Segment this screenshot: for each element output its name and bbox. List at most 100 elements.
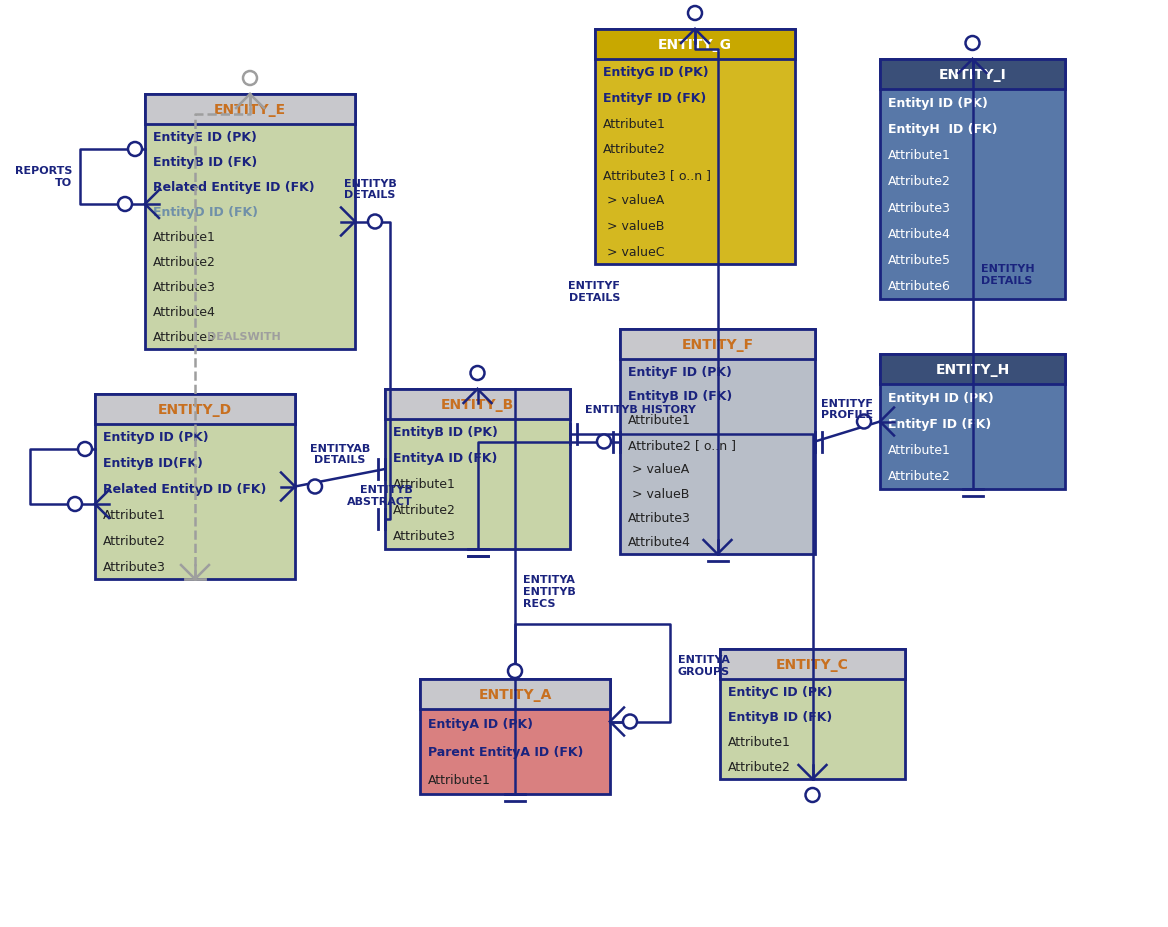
FancyBboxPatch shape <box>880 60 1065 90</box>
FancyBboxPatch shape <box>145 95 355 125</box>
Circle shape <box>308 480 322 494</box>
Text: Attribute1: Attribute1 <box>392 478 456 491</box>
Text: ENTITY_F: ENTITY_F <box>681 337 753 351</box>
Text: EntityC ID (PK): EntityC ID (PK) <box>728 685 833 698</box>
Text: EntityF ID (FK): EntityF ID (FK) <box>888 417 992 430</box>
Text: Attribute2: Attribute2 <box>888 175 951 188</box>
FancyBboxPatch shape <box>145 95 355 349</box>
Text: ENTITY_I: ENTITY_I <box>939 68 1007 82</box>
FancyBboxPatch shape <box>420 679 610 709</box>
Text: ENTITY_B: ENTITY_B <box>440 398 514 412</box>
Text: EntityB ID (FK): EntityB ID (FK) <box>728 710 833 723</box>
Text: Attribute2: Attribute2 <box>153 256 216 269</box>
Text: > valueB: > valueB <box>628 487 689 500</box>
Circle shape <box>806 788 820 802</box>
Text: Attribute3: Attribute3 <box>888 201 951 214</box>
Text: ENTITY_A: ENTITY_A <box>479 687 551 701</box>
Text: Attribute2: Attribute2 <box>888 470 951 483</box>
Text: Related EntityD ID (FK): Related EntityD ID (FK) <box>103 483 266 496</box>
Text: ENTITYF
PROFILE: ENTITYF PROFILE <box>821 399 872 420</box>
FancyBboxPatch shape <box>385 389 570 420</box>
Text: ENTITYB
ABSTRACT: ENTITYB ABSTRACT <box>347 485 412 506</box>
Text: EntityI ID (PK): EntityI ID (PK) <box>888 96 988 109</box>
Text: Attribute3: Attribute3 <box>153 281 216 294</box>
Circle shape <box>471 366 485 381</box>
Text: Attribute4: Attribute4 <box>888 228 951 241</box>
Text: Attribute1: Attribute1 <box>603 118 666 131</box>
Text: EntityD ID (PK): EntityD ID (PK) <box>103 431 209 444</box>
Text: Attribute2: Attribute2 <box>603 143 666 156</box>
Circle shape <box>623 715 637 729</box>
Circle shape <box>68 498 82 512</box>
FancyBboxPatch shape <box>385 389 570 550</box>
FancyBboxPatch shape <box>420 679 610 794</box>
Text: Attribute2: Attribute2 <box>392 504 456 517</box>
Text: > valueB: > valueB <box>603 220 665 233</box>
Circle shape <box>966 37 980 51</box>
Text: DEALSWITH: DEALSWITH <box>207 332 280 342</box>
Text: ENTITY_D: ENTITY_D <box>158 402 232 416</box>
Circle shape <box>368 215 382 229</box>
Text: EntityE ID (PK): EntityE ID (PK) <box>153 131 257 144</box>
FancyBboxPatch shape <box>880 355 1065 489</box>
Text: ENTITYA
ENTITYB
RECS: ENTITYA ENTITYB RECS <box>523 575 576 608</box>
Circle shape <box>688 7 702 21</box>
Circle shape <box>128 143 142 157</box>
Text: Attribute1: Attribute1 <box>628 414 691 427</box>
Text: Related EntityE ID (FK): Related EntityE ID (FK) <box>153 181 314 194</box>
Text: Attribute1: Attribute1 <box>103 508 166 521</box>
FancyBboxPatch shape <box>620 330 815 360</box>
Text: ENTITYA
GROUPS: ENTITYA GROUPS <box>677 654 730 676</box>
Text: ENTITY_H: ENTITY_H <box>936 362 1009 376</box>
Text: > valueA: > valueA <box>628 463 689 476</box>
Text: Attribute3: Attribute3 <box>103 560 166 573</box>
Text: Attribute2: Attribute2 <box>728 760 791 773</box>
FancyBboxPatch shape <box>719 649 905 679</box>
Text: ENTITYH
DETAILS: ENTITYH DETAILS <box>980 264 1034 286</box>
FancyBboxPatch shape <box>880 60 1065 299</box>
Circle shape <box>508 665 522 679</box>
Circle shape <box>243 72 257 86</box>
Text: Attribute1: Attribute1 <box>888 149 951 162</box>
FancyBboxPatch shape <box>95 395 296 425</box>
Text: Attribute1: Attribute1 <box>728 735 791 748</box>
Circle shape <box>78 442 92 456</box>
Text: > valueC: > valueC <box>603 246 665 259</box>
Circle shape <box>118 197 132 211</box>
Text: Attribute5: Attribute5 <box>888 254 951 267</box>
Text: Attribute3: Attribute3 <box>392 530 456 543</box>
Text: ENTITYB HISTORY: ENTITYB HISTORY <box>585 404 696 414</box>
Text: ENTITY_C: ENTITY_C <box>776 657 849 671</box>
Text: EntityA ID (PK): EntityA ID (PK) <box>427 717 533 730</box>
Text: EntityD ID (FK): EntityD ID (FK) <box>153 206 258 219</box>
Text: REPORTS
TO: REPORTS TO <box>15 166 72 187</box>
Text: > valueA: > valueA <box>603 195 665 208</box>
FancyBboxPatch shape <box>880 355 1065 385</box>
Text: Attribute6: Attribute6 <box>888 280 951 293</box>
Text: ENTITYAB
DETAILS: ENTITYAB DETAILS <box>310 443 370 465</box>
Text: Attribute3: Attribute3 <box>628 512 691 525</box>
Text: EntityA ID (FK): EntityA ID (FK) <box>392 452 498 465</box>
Text: Parent EntityA ID (FK): Parent EntityA ID (FK) <box>427 745 583 758</box>
Text: Attribute2 [ o..n ]: Attribute2 [ o..n ] <box>628 438 736 451</box>
Text: EntityH  ID (FK): EntityH ID (FK) <box>888 122 997 135</box>
Text: EntityH ID (PK): EntityH ID (PK) <box>888 391 994 404</box>
Text: Attribute3 [ o..n ]: Attribute3 [ o..n ] <box>603 169 711 182</box>
FancyBboxPatch shape <box>719 649 905 780</box>
Text: EntityF ID (PK): EntityF ID (PK) <box>628 365 732 378</box>
Circle shape <box>597 435 611 449</box>
Text: Attribute4: Attribute4 <box>153 306 216 319</box>
Circle shape <box>857 415 871 429</box>
Text: ENTITY_E: ENTITY_E <box>214 103 286 117</box>
FancyBboxPatch shape <box>620 330 815 554</box>
Text: EntityG ID (PK): EntityG ID (PK) <box>603 66 709 79</box>
Text: ENTITYB
DETAILS: ENTITYB DETAILS <box>343 179 396 200</box>
Text: Attribute2: Attribute2 <box>103 534 166 547</box>
Text: Attribute1: Attribute1 <box>888 444 951 457</box>
FancyBboxPatch shape <box>595 30 795 60</box>
Text: ENTITY_G: ENTITY_G <box>658 38 732 52</box>
Text: EntityB ID (FK): EntityB ID (FK) <box>628 389 732 402</box>
Text: Attribute5: Attribute5 <box>153 331 216 344</box>
Text: Attribute1: Attribute1 <box>427 773 491 786</box>
FancyBboxPatch shape <box>595 30 795 265</box>
